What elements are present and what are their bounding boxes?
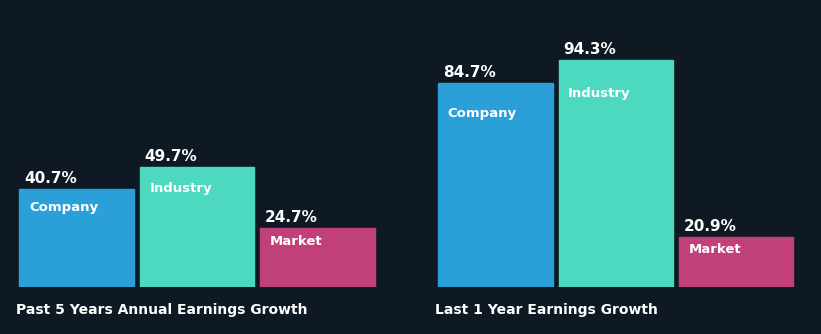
- Text: 84.7%: 84.7%: [443, 65, 496, 80]
- Text: Past 5 Years Annual Earnings Growth: Past 5 Years Annual Earnings Growth: [16, 303, 308, 317]
- Text: 49.7%: 49.7%: [144, 149, 197, 164]
- Text: Industry: Industry: [568, 87, 631, 100]
- Bar: [260, 228, 374, 287]
- Bar: [140, 167, 255, 287]
- Text: 20.9%: 20.9%: [684, 219, 736, 234]
- Text: 24.7%: 24.7%: [265, 210, 318, 225]
- Bar: [558, 60, 673, 287]
- Text: Market: Market: [270, 235, 323, 248]
- Text: 40.7%: 40.7%: [25, 171, 77, 186]
- Text: Market: Market: [689, 243, 741, 256]
- Bar: [438, 83, 553, 287]
- Text: Company: Company: [29, 201, 99, 214]
- Text: Last 1 Year Earnings Growth: Last 1 Year Earnings Growth: [435, 303, 658, 317]
- Text: 94.3%: 94.3%: [563, 42, 616, 57]
- Text: Industry: Industry: [149, 182, 212, 195]
- Text: Company: Company: [447, 108, 517, 121]
- Bar: [679, 237, 793, 287]
- Bar: [20, 189, 134, 287]
